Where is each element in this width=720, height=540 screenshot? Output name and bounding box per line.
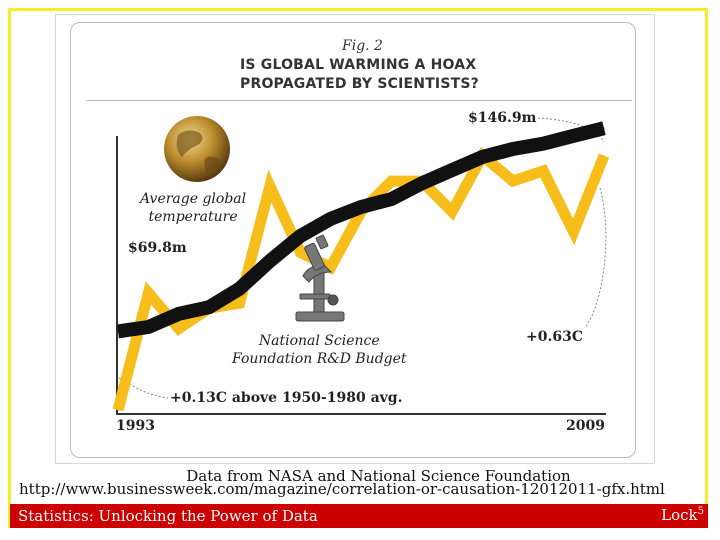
budget-point — [147, 326, 149, 328]
microscope-icon — [295, 234, 345, 322]
temperature-point — [330, 267, 332, 268]
source-url[interactable]: http://www.businessweek.com/magazine/cor… — [19, 480, 665, 498]
budget-end-label: $146.9m — [468, 110, 537, 126]
budget-point — [239, 288, 240, 290]
budget-point — [178, 313, 180, 315]
budget-point — [299, 235, 301, 237]
budget-point — [482, 156, 483, 158]
temperature-point — [147, 292, 149, 294]
x-tick-label-start: 1993 — [116, 418, 155, 434]
budget-point — [208, 306, 210, 308]
temperature-series-label: Average global temperature — [140, 191, 247, 225]
temperature-point — [239, 302, 240, 304]
x-tick-label-end: 2009 — [566, 418, 605, 434]
budget-point — [451, 169, 453, 171]
budget-point — [269, 260, 271, 262]
figure-label: Fig. 2 — [342, 38, 383, 54]
temperature-point — [390, 180, 392, 182]
temperature-end-label: +0.63C — [526, 329, 583, 345]
temperature-point — [299, 251, 301, 253]
footer-author: Lock5 — [661, 506, 704, 524]
temperature-point — [603, 155, 605, 157]
chart-title: IS GLOBAL WARMING A HOAX PROPAGATED BY S… — [240, 56, 540, 94]
figure-panel — [70, 22, 636, 458]
title-divider — [86, 100, 632, 101]
budget-point — [117, 330, 119, 332]
budget-end-connector — [537, 117, 605, 143]
budget-start-label: $69.8m — [128, 240, 187, 256]
temperature-point — [451, 211, 453, 213]
chart-title-line-1: IS GLOBAL WARMING A HOAX — [240, 57, 477, 73]
budget-point — [330, 218, 332, 220]
budget-point — [512, 148, 514, 150]
budget-point — [573, 135, 575, 137]
budget-point — [390, 198, 392, 200]
temperature-point — [269, 185, 271, 187]
temperature-point — [512, 180, 514, 182]
source-caption: Data from NASA and National Science Foun… — [186, 467, 571, 485]
chart-title-line-2: PROPAGATED BY SCIENTISTS? — [240, 76, 479, 92]
budget-point — [542, 143, 544, 145]
temperature-point — [573, 231, 575, 233]
budget-point — [421, 182, 423, 184]
temperature-start-label: +0.13C above 1950-1980 avg. — [170, 390, 403, 406]
temperature-point — [178, 328, 180, 330]
budget-point — [360, 206, 362, 208]
footer-title: Statistics: Unlocking the Power of Data — [18, 507, 318, 525]
budget-point — [603, 127, 605, 129]
temperature-point — [117, 409, 119, 411]
budget-series-label: National Science Foundation R&D Budget — [232, 333, 407, 367]
footer-bar: Statistics: Unlocking the Power of Data … — [10, 504, 708, 528]
figure-box — [55, 14, 655, 464]
footer-superscript: 5 — [697, 506, 704, 517]
temp-end-connector — [584, 187, 607, 329]
temperature-point — [542, 170, 544, 172]
globe-icon — [164, 116, 230, 182]
